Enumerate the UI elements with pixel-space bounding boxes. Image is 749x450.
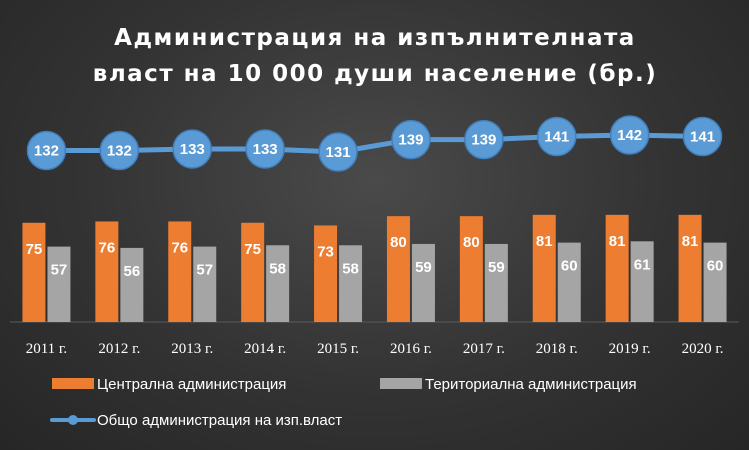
total-marker-9 [682, 116, 723, 157]
x-tick-label-7: 2018 г. [536, 341, 578, 357]
bar-central-0 [22, 222, 46, 322]
x-tick-labels: 2011 г. 2012 г. 2013 г. 2014 г. 2015 г. 2016 … [26, 341, 724, 357]
legend-label-central: Централна администрация [97, 376, 286, 393]
bar-central-4 [314, 225, 338, 322]
x-tick-label-5: 2016 г. [390, 341, 432, 357]
bar-central-1 [95, 221, 119, 322]
x-tick-label-1: 2012 г. [98, 341, 140, 357]
bar-label-territorial-2: 57 [196, 262, 213, 279]
bar-central-6 [459, 216, 483, 322]
bar-territorial-4 [339, 245, 363, 322]
bar-territorial-7 [557, 242, 581, 322]
x-tick-label-2: 2013 г. [171, 341, 213, 357]
total-marker-label-1: 132 [107, 143, 132, 160]
total-marker-1 [99, 130, 140, 171]
bar-label-central-8: 81 [609, 233, 626, 250]
bar-label-central-5: 80 [390, 234, 407, 251]
x-tick-label-4: 2015 г. [317, 341, 359, 357]
legend-swatch-central [52, 378, 94, 389]
bar-label-central-1: 76 [99, 239, 116, 256]
bar-central-3 [241, 222, 265, 322]
total-marker-label-2: 133 [180, 141, 205, 158]
bar-label-territorial-4: 58 [342, 260, 359, 277]
total-marker-8 [609, 115, 650, 155]
chart-title-line-1: Администрация на изпълнителната [114, 25, 636, 51]
bar-central-5 [386, 216, 410, 322]
bar-central-7 [532, 214, 556, 322]
legend: Централна администрация Териториална адм… [50, 376, 637, 429]
bar-label-central-4: 73 [317, 243, 334, 260]
legend-label-territorial: Териториална администрация [425, 376, 637, 393]
bar-label-territorial-7: 60 [561, 258, 578, 275]
bar-label-central-3: 75 [244, 241, 261, 258]
total-marker-5 [391, 119, 431, 160]
x-tick-label-6: 2017 г. [463, 341, 505, 357]
x-tick-label-0: 2011 г. [26, 341, 67, 357]
bar-territorial-3 [266, 245, 290, 322]
bar-territorial-9 [703, 242, 727, 322]
total-marker-0 [26, 130, 67, 171]
total-marker-label-5: 139 [398, 132, 423, 149]
bar-label-central-9: 81 [682, 233, 699, 250]
bar-central-8 [605, 214, 629, 322]
total-marker-6 [464, 119, 504, 160]
bar-central-9 [678, 214, 702, 322]
total-marker-label-6: 139 [471, 132, 496, 149]
bar-label-territorial-6: 59 [488, 259, 505, 276]
bar-territorial-6 [484, 243, 508, 322]
total-marker-label-4: 131 [326, 144, 351, 161]
bar-territorial-5 [411, 243, 435, 322]
bar-central-2 [168, 221, 192, 322]
total-marker-label-3: 133 [253, 141, 278, 158]
bar-territorial-0 [47, 246, 71, 322]
x-tick-label-9: 2020 г. [682, 341, 724, 357]
total-marker-2 [172, 129, 212, 169]
x-tick-label-8: 2019 г. [609, 341, 651, 357]
total-marker-label-8: 142 [617, 127, 642, 144]
bar-label-territorial-1: 56 [124, 263, 141, 280]
legend-swatch-territorial [380, 378, 422, 389]
bar-label-territorial-9: 60 [707, 258, 724, 275]
bars-layer: 75 57 76 56 76 57 75 58 73 58 80 59 80 59 81 60 81 61 81 60 [22, 214, 727, 322]
bar-label-territorial-0: 57 [51, 262, 68, 279]
line-layer: 132 132 133 133 131 139 139 141 142 141 [26, 115, 723, 172]
bar-label-central-0: 75 [26, 241, 43, 258]
bar-label-central-7: 81 [536, 233, 553, 250]
total-marker-3 [245, 129, 285, 169]
bar-territorial-2 [193, 246, 217, 322]
total-marker-7 [537, 116, 577, 157]
total-series-line [46, 132, 703, 155]
total-marker-label-9: 141 [690, 129, 715, 146]
bar-label-territorial-5: 59 [415, 259, 432, 276]
bar-territorial-8 [630, 241, 654, 322]
total-marker-label-0: 132 [34, 143, 59, 160]
legend-marker-total [68, 415, 78, 425]
bar-label-territorial-8: 61 [634, 256, 651, 273]
bar-label-central-6: 80 [463, 234, 480, 251]
total-marker-4 [318, 132, 358, 172]
total-marker-label-7: 141 [544, 129, 569, 146]
bar-label-territorial-3: 58 [269, 260, 286, 277]
chart-title-line-2: власт на 10 000 души население (бр.) [93, 61, 657, 87]
bar-territorial-1 [120, 247, 144, 322]
legend-label-total: Общо администрация на изп.власт [97, 412, 342, 429]
bar-label-central-2: 76 [171, 239, 188, 256]
x-tick-label-3: 2014 г. [244, 341, 286, 357]
